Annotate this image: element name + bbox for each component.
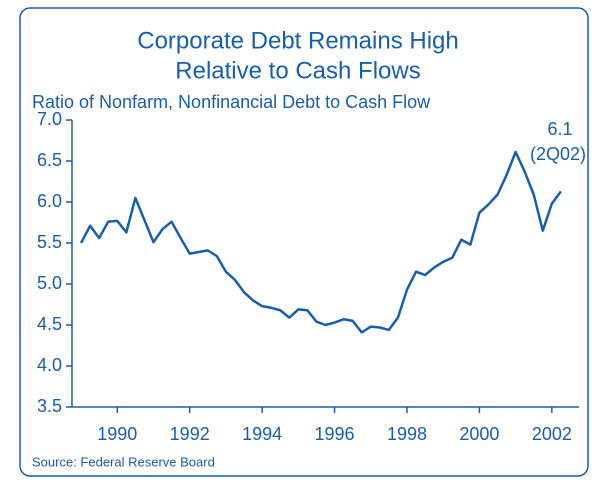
frame xyxy=(19,7,589,477)
y-tick-label: 4.0 xyxy=(37,355,62,375)
x-tick-label: 1996 xyxy=(315,424,355,444)
x-tick-label: 2002 xyxy=(532,424,572,444)
y-axis-label: Ratio of Nonfarm, Nonfinancial Debt to C… xyxy=(32,92,431,112)
line-series xyxy=(79,150,562,334)
y-tick-label: 4.5 xyxy=(37,314,62,334)
y-tick-label: 6.5 xyxy=(37,150,62,170)
x-tick-label: 1994 xyxy=(242,424,282,444)
source: Source: Federal Reserve Board xyxy=(32,454,215,469)
chart-title: Relative to Cash Flows xyxy=(175,57,420,84)
annotation: (2Q02) xyxy=(530,144,586,164)
x-tick-label: 2000 xyxy=(459,424,499,444)
x-tick-label: 1998 xyxy=(387,424,427,444)
annotation: 6.1 xyxy=(547,119,572,139)
y-tick-label: 3.5 xyxy=(37,396,62,416)
x-tick-label: 1990 xyxy=(97,424,137,444)
x-tick-label: 1992 xyxy=(170,424,210,444)
chart-title: Corporate Debt Remains High xyxy=(137,27,458,54)
y-tick-label: 6.0 xyxy=(37,191,62,211)
y-tick-label: 5.5 xyxy=(37,232,62,252)
y-tick-label: 7.0 xyxy=(37,109,62,129)
y-tick-label: 5.0 xyxy=(37,273,62,293)
